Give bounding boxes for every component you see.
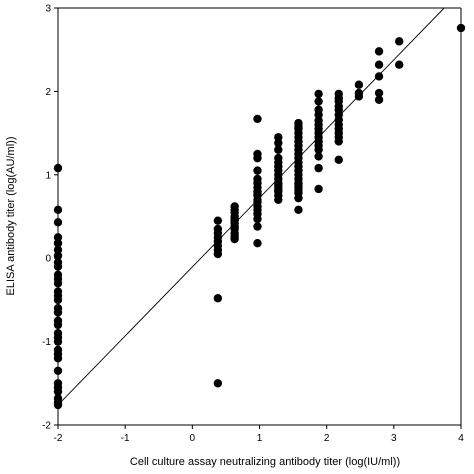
data-point xyxy=(395,60,404,69)
data-point xyxy=(456,23,466,33)
data-point xyxy=(274,133,283,142)
data-point xyxy=(253,153,262,163)
y-tick-label: 2 xyxy=(45,87,51,98)
data-point xyxy=(374,95,384,104)
x-tick-label: 1 xyxy=(257,433,263,444)
x-tick-label: 2 xyxy=(324,433,330,444)
data-point xyxy=(314,97,323,106)
y-axis-label: ELISA antibody titer (log(AU/ml)) xyxy=(5,137,17,296)
data-point xyxy=(334,155,343,164)
data-point xyxy=(354,80,364,89)
data-point xyxy=(334,137,343,146)
data-point xyxy=(53,400,63,410)
x-axis-label: Cell culture assay neutralizing antibody… xyxy=(130,456,400,468)
data-point xyxy=(53,251,63,260)
data-point xyxy=(395,37,404,46)
plot-area: -2 -1 0 1 2 3 4 -2 -1 0 1 2 3 xyxy=(42,4,466,444)
data-point xyxy=(53,308,63,317)
data-point xyxy=(253,214,262,224)
data-point xyxy=(354,92,364,101)
data-point xyxy=(213,216,223,225)
x-tick-label: 0 xyxy=(190,433,196,444)
x-tick-label: 3 xyxy=(391,433,397,444)
data-point xyxy=(374,88,384,98)
data-point xyxy=(314,152,323,161)
data-point xyxy=(53,387,63,396)
data-point xyxy=(314,145,323,154)
data-point xyxy=(213,379,223,388)
data-point xyxy=(374,47,384,56)
data-point xyxy=(374,60,384,69)
data-point xyxy=(314,110,323,119)
data-point xyxy=(213,249,223,259)
data-point xyxy=(53,245,63,255)
data-point xyxy=(53,163,63,173)
y-tick-label: -2 xyxy=(42,421,51,432)
data-point xyxy=(314,184,323,194)
x-tick-label: -1 xyxy=(121,433,130,444)
data-point xyxy=(53,218,63,227)
data-point xyxy=(53,354,63,363)
data-point xyxy=(294,193,303,203)
data-point xyxy=(253,238,262,248)
data-point xyxy=(53,238,63,248)
data-point xyxy=(253,222,262,231)
data-point xyxy=(294,205,303,215)
data-point xyxy=(314,163,323,173)
data-points xyxy=(53,23,466,410)
data-point xyxy=(253,114,262,124)
y-ticks: -2 -1 0 1 2 3 xyxy=(42,4,58,432)
regression-line xyxy=(57,7,445,406)
data-point xyxy=(53,295,63,305)
data-point xyxy=(53,337,63,346)
data-point xyxy=(213,294,223,303)
data-point xyxy=(274,138,283,148)
y-tick-label: -1 xyxy=(42,337,51,348)
x-tick-label: 4 xyxy=(458,433,464,444)
data-point xyxy=(253,166,262,175)
data-point xyxy=(374,72,384,81)
y-tick-label: 1 xyxy=(45,170,51,181)
data-point xyxy=(274,195,283,205)
y-tick-label: 0 xyxy=(45,254,51,265)
data-point xyxy=(53,366,63,375)
x-ticks: -2 -1 0 1 2 3 4 xyxy=(54,425,464,444)
data-point xyxy=(274,145,283,154)
y-tick-label: 3 xyxy=(45,4,51,15)
data-point xyxy=(53,320,63,330)
data-point xyxy=(53,233,63,242)
data-point xyxy=(53,262,63,271)
data-point xyxy=(314,89,323,99)
data-point xyxy=(230,234,239,244)
data-point xyxy=(53,205,63,215)
x-tick-label: -2 xyxy=(54,433,63,444)
data-point xyxy=(53,279,63,288)
